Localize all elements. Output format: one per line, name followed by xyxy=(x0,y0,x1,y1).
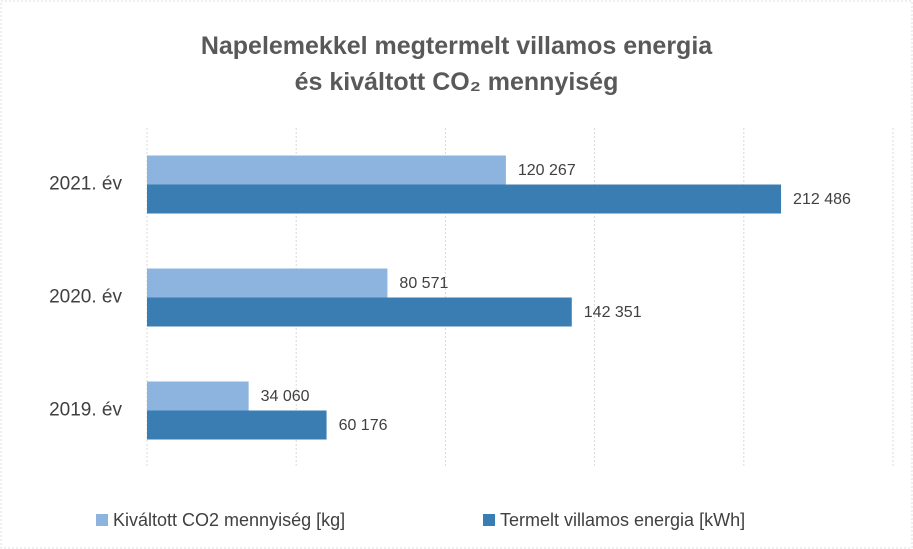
legend-swatch xyxy=(96,514,108,526)
value-label: 80 571 xyxy=(399,275,448,292)
legend-label: Termelt villamos energia [kWh] xyxy=(500,510,745,530)
value-label: 120 267 xyxy=(518,162,576,179)
value-label: 142 351 xyxy=(584,304,642,321)
legend-swatch xyxy=(483,514,495,526)
y-tick-label: 2020. év xyxy=(49,287,122,308)
value-label: 212 486 xyxy=(793,191,851,208)
bar xyxy=(147,381,249,411)
bar xyxy=(147,410,327,440)
value-label: 34 060 xyxy=(261,388,310,405)
y-tick-label: 2021. év xyxy=(49,174,122,195)
bar xyxy=(147,155,506,185)
y-tick-label: 2019. év xyxy=(49,400,122,421)
bar xyxy=(147,268,388,298)
chart-title: Napelemekkel megtermelt villamos energia… xyxy=(200,32,713,96)
value-label: 60 176 xyxy=(339,417,388,434)
bar xyxy=(147,297,572,327)
legend-label: Kiváltott CO2 mennyiség [kg] xyxy=(113,510,345,530)
bar xyxy=(147,184,782,214)
